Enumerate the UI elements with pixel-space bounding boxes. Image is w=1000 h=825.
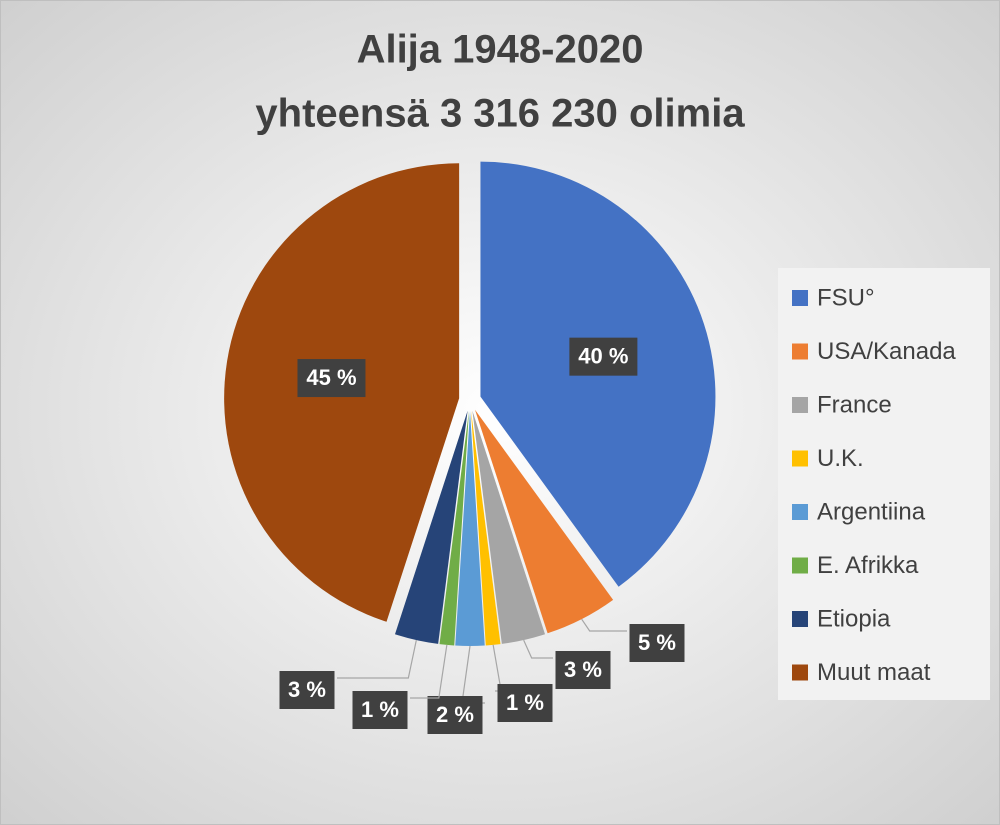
data-label: 45 % xyxy=(306,365,356,390)
pie-slice xyxy=(471,410,501,646)
data-label-box xyxy=(497,684,553,722)
leader-line xyxy=(581,618,627,632)
data-label-box xyxy=(569,337,638,376)
leader-line xyxy=(337,639,417,679)
legend-swatch xyxy=(792,664,808,681)
pie-slice xyxy=(474,409,614,634)
data-label: 2 % xyxy=(436,702,474,727)
legend-swatch xyxy=(792,611,808,627)
pie-slice xyxy=(439,410,469,646)
pie-slice xyxy=(394,410,468,644)
legend-swatch xyxy=(792,343,808,360)
legend-swatch xyxy=(792,504,808,520)
leader-line xyxy=(410,644,448,699)
data-label-box xyxy=(427,696,483,734)
data-label-box xyxy=(352,691,408,729)
legend-box xyxy=(778,268,990,700)
legend-label: FSU° xyxy=(817,284,875,311)
chart-title: Alija 1948-2020 xyxy=(357,28,644,72)
legend-label: Muut maat xyxy=(817,659,931,686)
data-label: 3 % xyxy=(288,677,326,702)
legend-label: Argentiina xyxy=(817,498,926,525)
chart-subtitle: yhteensä 3 316 230 olimia xyxy=(255,92,745,136)
data-label-box xyxy=(629,624,685,662)
legend-label: USA/Kanada xyxy=(817,338,956,365)
legend-label: France xyxy=(817,391,892,418)
data-label-box xyxy=(555,651,611,689)
legend-label: Etiopia xyxy=(817,605,891,632)
data-label: 3 % xyxy=(564,657,602,682)
legend-swatch xyxy=(792,397,808,413)
data-label: 1 % xyxy=(506,690,544,715)
data-label: 40 % xyxy=(578,343,628,368)
data-label: 5 % xyxy=(638,630,676,655)
pie-slice xyxy=(455,411,485,646)
legend-swatch xyxy=(792,290,808,306)
legend-label: U.K. xyxy=(817,445,864,472)
pie-slice xyxy=(472,410,546,644)
data-label-box xyxy=(279,671,335,709)
legend-swatch xyxy=(792,450,808,467)
data-label: 1 % xyxy=(361,697,399,722)
legend-swatch xyxy=(792,557,808,574)
data-label-box xyxy=(297,359,366,398)
legend-label: E. Afrikka xyxy=(817,552,919,579)
leader-line xyxy=(523,639,553,659)
